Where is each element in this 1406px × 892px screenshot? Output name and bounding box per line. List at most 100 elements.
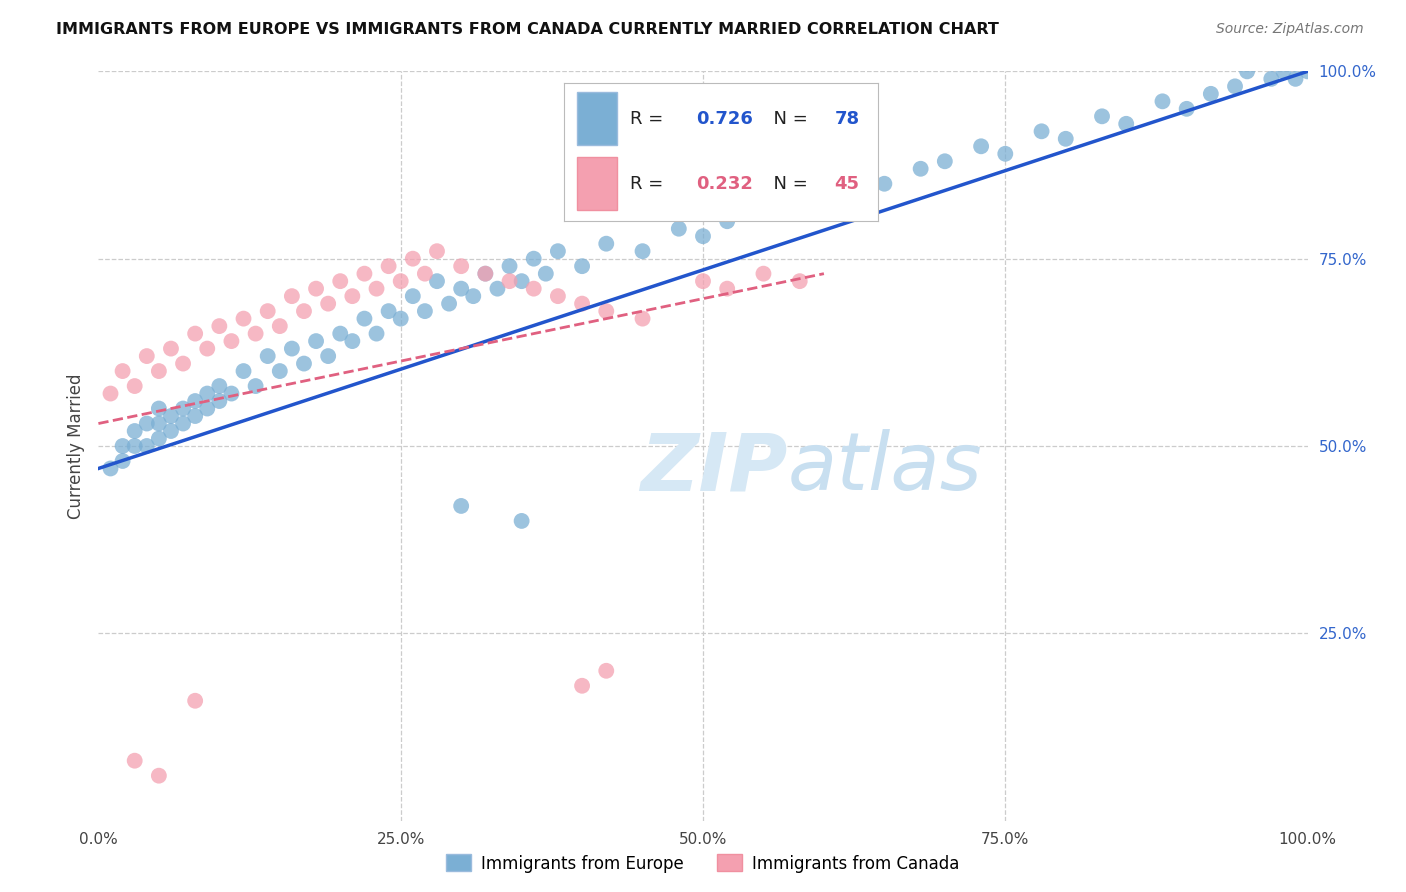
Point bbox=[184, 694, 207, 708]
Point bbox=[1260, 71, 1282, 86]
Point bbox=[402, 252, 425, 266]
Point bbox=[437, 296, 460, 310]
Point bbox=[124, 424, 146, 438]
Point bbox=[195, 342, 218, 356]
Point bbox=[111, 439, 134, 453]
Point bbox=[353, 267, 375, 281]
Point bbox=[353, 311, 375, 326]
Point bbox=[426, 274, 449, 288]
Text: ZIP: ZIP bbox=[640, 429, 787, 508]
Point bbox=[994, 146, 1017, 161]
Point bbox=[292, 304, 315, 318]
Point bbox=[1115, 117, 1137, 131]
Point bbox=[135, 417, 157, 431]
Point bbox=[1199, 87, 1222, 101]
Point bbox=[208, 319, 231, 334]
Point bbox=[160, 409, 183, 423]
Point bbox=[534, 267, 557, 281]
Point bbox=[389, 274, 412, 288]
Point bbox=[595, 664, 617, 678]
Point bbox=[547, 289, 569, 303]
Point bbox=[692, 274, 714, 288]
Point bbox=[752, 267, 775, 281]
Point bbox=[305, 334, 328, 348]
Point bbox=[148, 364, 170, 378]
Point bbox=[934, 154, 956, 169]
Point bbox=[135, 349, 157, 363]
Point bbox=[329, 274, 352, 288]
Point bbox=[692, 229, 714, 244]
Point bbox=[413, 304, 436, 318]
Point bbox=[124, 379, 146, 393]
Point bbox=[366, 326, 388, 341]
Point bbox=[100, 461, 122, 475]
Point bbox=[474, 267, 496, 281]
Point bbox=[910, 161, 932, 176]
Point bbox=[292, 357, 315, 371]
Point bbox=[111, 454, 134, 468]
Point bbox=[329, 326, 352, 341]
Point bbox=[342, 334, 364, 348]
Point bbox=[450, 259, 472, 273]
Point bbox=[124, 439, 146, 453]
Point bbox=[160, 342, 183, 356]
Point bbox=[813, 192, 835, 206]
Point bbox=[148, 401, 170, 416]
Point bbox=[849, 169, 872, 184]
Point bbox=[450, 282, 472, 296]
Point bbox=[221, 386, 243, 401]
Point bbox=[256, 349, 278, 363]
Point bbox=[571, 679, 593, 693]
Point bbox=[789, 184, 811, 198]
Point bbox=[316, 349, 339, 363]
Point bbox=[184, 326, 207, 341]
Text: IMMIGRANTS FROM EUROPE VS IMMIGRANTS FROM CANADA CURRENTLY MARRIED CORRELATION C: IMMIGRANTS FROM EUROPE VS IMMIGRANTS FRO… bbox=[56, 22, 1000, 37]
Point bbox=[413, 267, 436, 281]
Point bbox=[232, 311, 254, 326]
Point bbox=[389, 311, 412, 326]
Point bbox=[970, 139, 993, 153]
Point bbox=[281, 342, 304, 356]
Point bbox=[342, 289, 364, 303]
Point bbox=[631, 244, 654, 259]
Point bbox=[1284, 71, 1306, 86]
Point bbox=[498, 259, 520, 273]
Point bbox=[366, 282, 388, 296]
Point bbox=[547, 244, 569, 259]
Point bbox=[172, 357, 194, 371]
Point bbox=[1054, 132, 1077, 146]
Point bbox=[510, 514, 533, 528]
Point bbox=[184, 394, 207, 409]
Point bbox=[232, 364, 254, 378]
Point bbox=[245, 379, 267, 393]
Point bbox=[172, 417, 194, 431]
Point bbox=[305, 282, 328, 296]
Point bbox=[148, 432, 170, 446]
Point bbox=[269, 364, 291, 378]
Point bbox=[668, 221, 690, 235]
Text: Source: ZipAtlas.com: Source: ZipAtlas.com bbox=[1216, 22, 1364, 37]
Point bbox=[172, 401, 194, 416]
Point bbox=[1091, 109, 1114, 123]
Point bbox=[124, 754, 146, 768]
Legend: Immigrants from Europe, Immigrants from Canada: Immigrants from Europe, Immigrants from … bbox=[440, 847, 966, 880]
Point bbox=[873, 177, 896, 191]
Point bbox=[450, 499, 472, 513]
Point bbox=[426, 244, 449, 259]
Point bbox=[571, 259, 593, 273]
Point bbox=[160, 424, 183, 438]
Point bbox=[523, 252, 546, 266]
Point bbox=[111, 364, 134, 378]
Point bbox=[1236, 64, 1258, 78]
Point bbox=[571, 296, 593, 310]
Point bbox=[184, 409, 207, 423]
Point bbox=[1031, 124, 1053, 138]
Text: atlas: atlas bbox=[787, 429, 983, 508]
Point bbox=[1152, 95, 1174, 109]
Point bbox=[195, 386, 218, 401]
Point bbox=[1223, 79, 1246, 94]
Point bbox=[281, 289, 304, 303]
Point bbox=[221, 334, 243, 348]
Point bbox=[148, 769, 170, 783]
Point bbox=[148, 417, 170, 431]
